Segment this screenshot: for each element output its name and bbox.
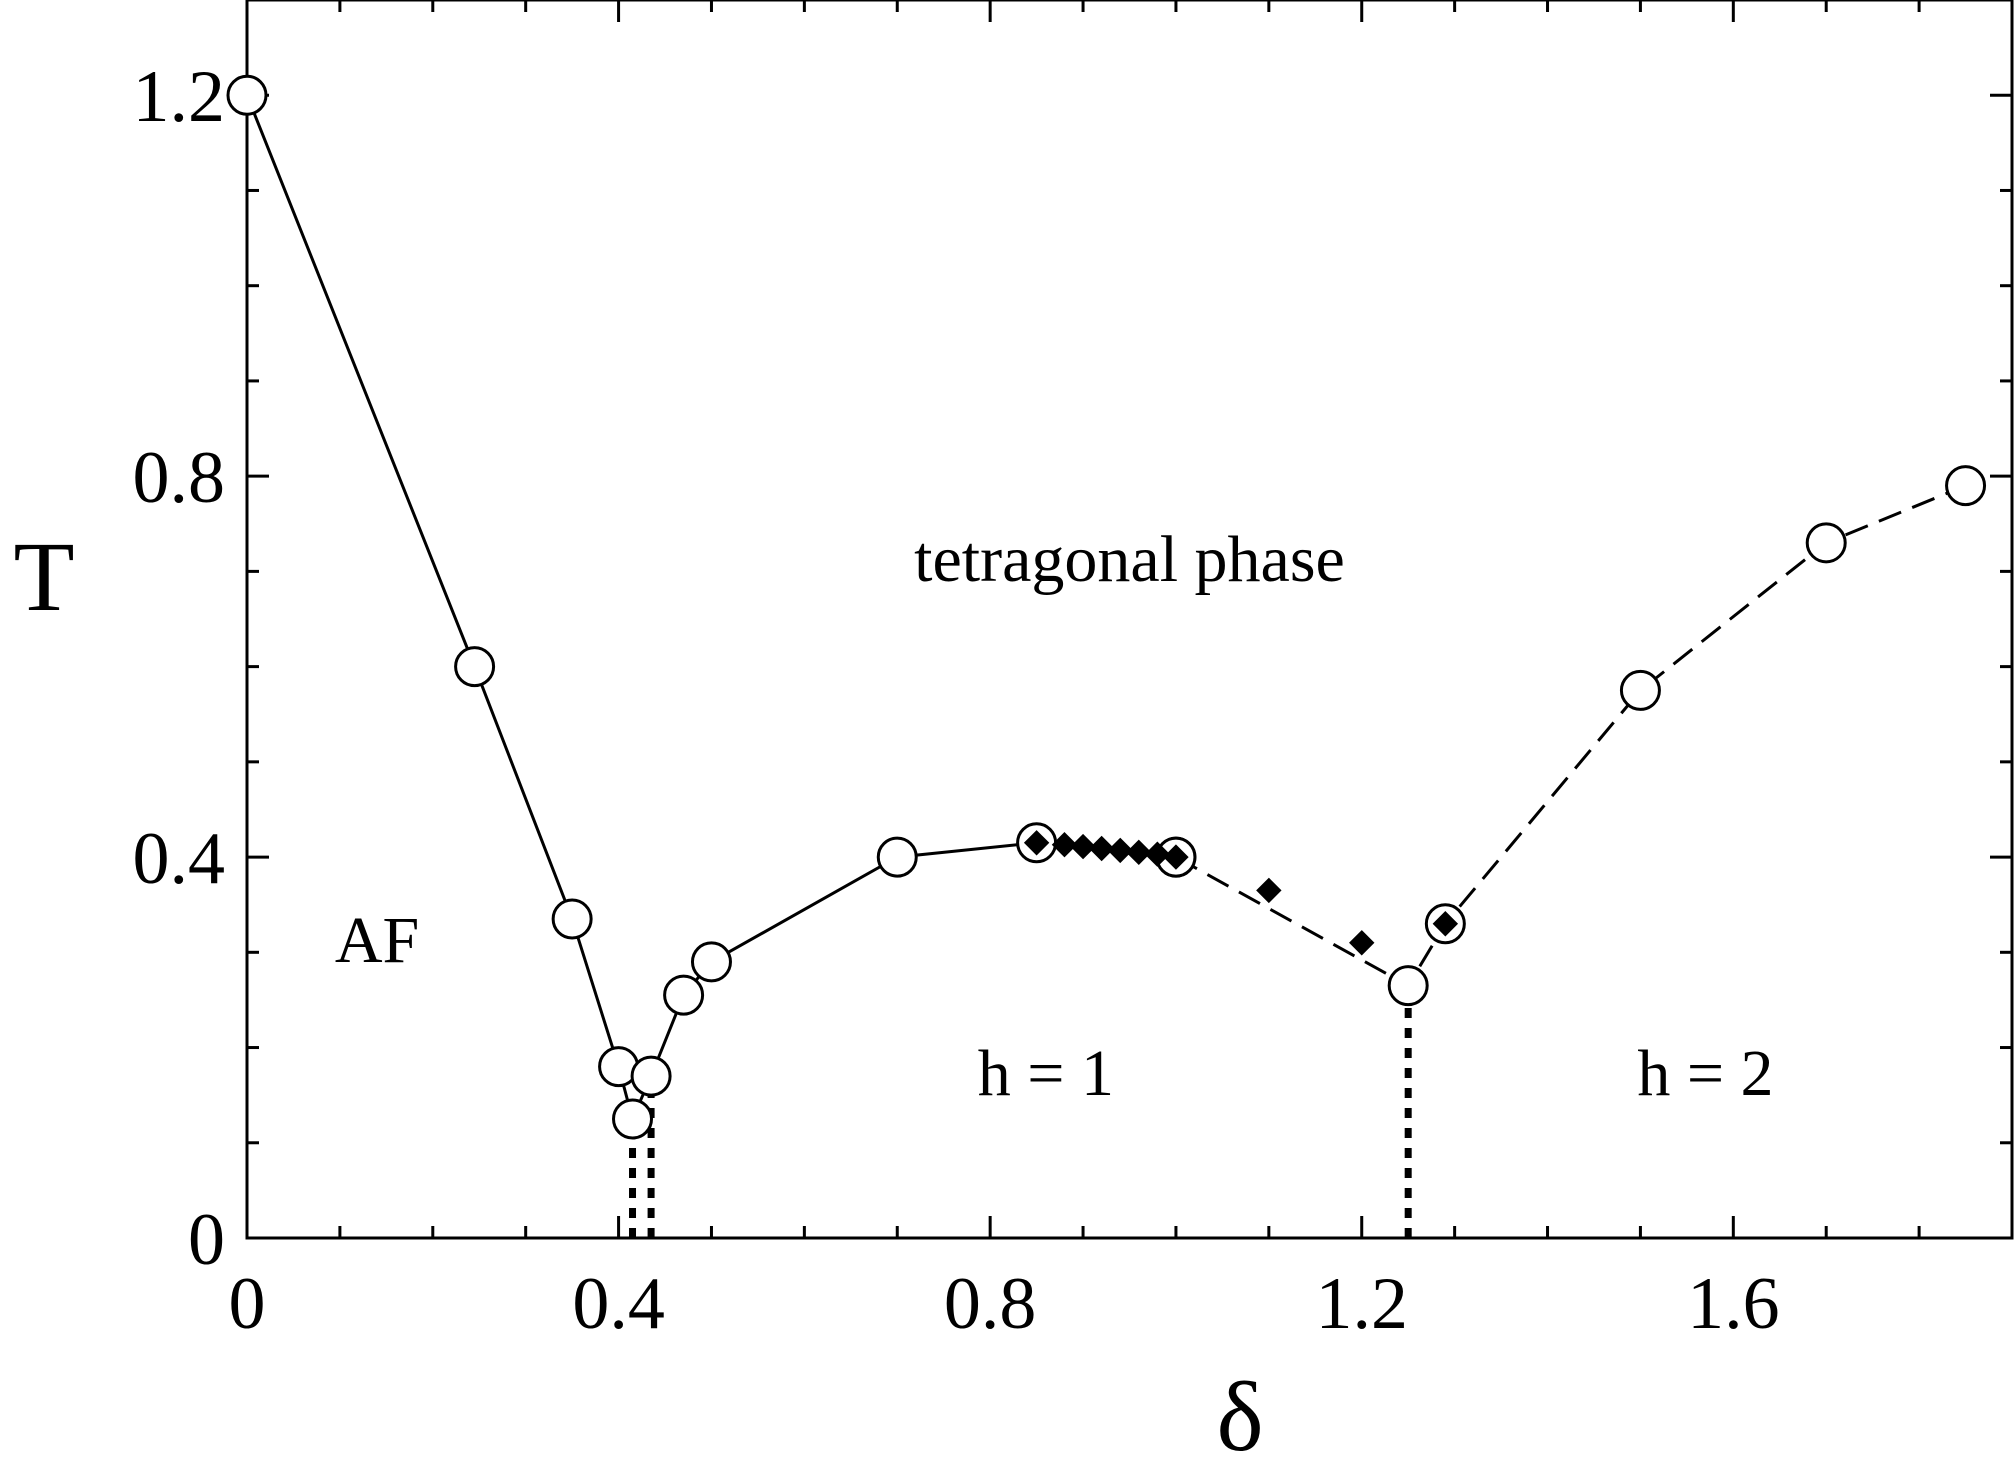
- filled-diamond-marker: [1107, 837, 1133, 864]
- annotation-label: h = 1: [978, 1037, 1114, 1110]
- series-markers: [226, 74, 1987, 1140]
- y-tick-label: 0.4: [133, 818, 226, 900]
- x-axis-label: δ: [1216, 1361, 1263, 1462]
- x-tick-label: 1.6: [1687, 1263, 1780, 1345]
- open-circle-marker: [1945, 465, 1987, 507]
- phase-boundaries: [629, 985, 1412, 1238]
- open-circle-marker: [630, 1055, 672, 1097]
- open-circle-marker: [876, 836, 918, 878]
- open-circle-marker: [1805, 522, 1847, 564]
- annotation-label: h = 2: [1637, 1037, 1773, 1110]
- plot-frame: [245, 0, 2014, 1240]
- filled-diamond-marker: [1051, 831, 1078, 858]
- open-circle-marker: [1619, 669, 1661, 711]
- open-circle-marker: [1387, 965, 1429, 1007]
- x-tick-label: 1.2: [1315, 1263, 1408, 1345]
- y-tick-label: 0: [188, 1199, 225, 1281]
- filled-diamond-marker: [1163, 844, 1189, 870]
- series-1-line: [1175, 484, 1967, 988]
- filled-diamond-marker: [1088, 835, 1115, 862]
- filled-diamond-marker: [1070, 833, 1096, 860]
- open-circle-marker: [226, 74, 268, 116]
- open-circle-marker: [454, 646, 496, 688]
- annotation-label: AF: [335, 904, 419, 977]
- y-tick-label: 1.2: [133, 56, 226, 138]
- open-circle-marker: [551, 898, 593, 940]
- tick-labels: 0 0.4 0.8 1.2 1.6 0 0.4 0.8 1.2: [133, 56, 1780, 1345]
- series-lines: [245, 94, 1967, 1124]
- x-tick-label: 0.4: [572, 1263, 665, 1345]
- filled-diamond-marker: [1256, 877, 1282, 904]
- filled-diamond-marker: [1144, 841, 1171, 867]
- open-circle-marker: [612, 1098, 654, 1140]
- filled-diamond-marker: [1349, 930, 1375, 956]
- open-circle-marker: [690, 941, 732, 983]
- filled-diamond-marker: [1126, 839, 1152, 866]
- y-tick-label: 0.8: [133, 437, 226, 519]
- x-tick-label: 0.8: [944, 1263, 1037, 1345]
- open-circle-marker: [663, 974, 705, 1016]
- region-annotations: tetragonal phase AF h = 1 h = 2: [335, 523, 1774, 1110]
- y-axis-label: T: [13, 521, 74, 632]
- annotation-label: tetragonal phase: [914, 523, 1345, 596]
- x-tick-label: 0: [229, 1263, 266, 1345]
- filled-diamond-marker: [1023, 830, 1050, 856]
- axis-ticks: [245, 0, 2012, 1240]
- filled-diamond-marker: [1432, 911, 1459, 937]
